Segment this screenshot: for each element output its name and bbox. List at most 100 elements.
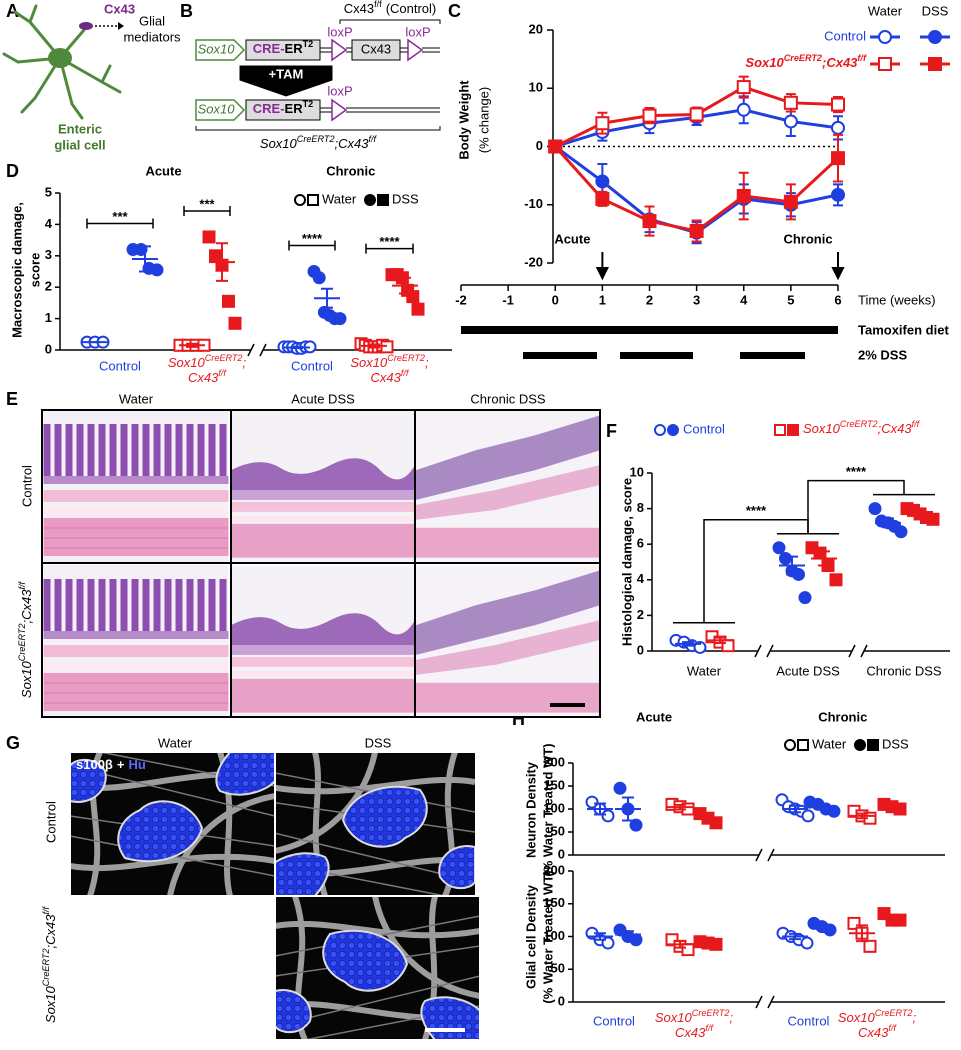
significance-bracket [807,479,905,534]
construct-diagram-part [320,107,332,113]
panel-label: A [6,1,19,21]
data-point [783,95,798,110]
significance-bracket [288,240,336,251]
construct-diagram-part [195,99,246,121]
significance-label: **** [379,234,400,249]
data-point [831,151,845,166]
column-label: Acute DSS [291,391,355,406]
timeline-label: Tamoxifen diet [858,322,949,337]
error-bar [702,813,714,823]
error-bar [186,342,198,348]
control-construct-label: Cx43f/f (Control) [344,0,437,16]
y-tick-label: 50 [551,823,565,838]
construct-diagram-part [331,98,348,122]
genotype-label: Sox10CreERT2; [350,353,429,370]
legend-marker [364,194,376,206]
genotype-base: Sox10 [655,1010,693,1025]
error-bar [789,932,801,941]
data-point [406,290,420,304]
error-bar [856,924,868,943]
y-tick-label: 200 [543,862,565,877]
genotype-sep: ; [43,944,58,948]
data-point [642,214,657,229]
data-point [847,916,861,930]
construct-diagram-part [245,39,321,61]
x-category-label: Control [788,1013,830,1028]
y-axis-title: Neuron Density [523,761,538,858]
data-point [831,97,845,112]
legend-marker [787,424,799,436]
data-point [629,933,643,947]
legend-marker [797,739,809,751]
cell-label: Enteric [58,121,102,136]
construct-diagram-part [320,47,332,53]
stain-a: s100β [76,757,113,772]
genotype-base: Sox10 [168,355,206,370]
legend-marker [654,424,666,436]
histology-images-part [44,565,229,717]
data-point [595,174,610,189]
genotype-label: Cx43f/f [188,368,227,385]
error-bar [674,940,686,949]
row-label: Control [43,801,58,843]
data-point [629,818,643,832]
genotype-sup: f/f [218,368,227,378]
timeline-bars-part [461,326,838,334]
genotype-base: Sox10 [803,421,841,436]
x-tick-label: 4 [740,292,748,307]
genotype-gene: Cx43 [858,1025,889,1040]
significance-bracket [365,243,414,254]
column-label: Water [158,735,193,750]
genotype-sup: f/f [705,1023,714,1033]
legend-column: Water [868,3,903,18]
significance-label: *** [112,209,128,224]
error-bar [786,555,798,576]
panel-title: Acute [636,709,672,724]
genotype-sep: ; [335,136,339,151]
data-point [601,809,615,823]
significance-bracket [183,205,231,216]
y-tick-label: 5 [45,184,52,199]
y-axis-title: Macroscopic damage, [9,202,24,338]
error-bar [216,242,228,282]
error-bar [914,512,926,520]
genotype-sep: ; [19,619,34,623]
data-point [893,913,907,927]
genotype-sup: CreERT2 [205,353,243,363]
construct-diagram [195,19,441,131]
data-point [772,541,786,555]
x-tick-label: 2 [646,292,653,307]
genotype-label: Sox10CreERT2; [838,1008,917,1025]
significance-label: **** [302,231,323,246]
genotype-label: Cx43f/f [371,368,410,385]
annotation-arrow [831,252,845,281]
genotype-base: Sox10 [19,660,34,698]
data-point [202,230,216,244]
legend-marker [928,30,942,44]
legend-marker [854,739,866,751]
y-tick-label: 0 [536,138,543,153]
y-tick-label: 2 [637,607,644,622]
genotype-gene: Cx43 [188,370,219,385]
data-point [926,512,940,526]
histology-images-part [416,410,600,562]
x-category-label: Control [99,358,141,373]
data-point [411,302,425,316]
x-category-label: Water [687,663,722,678]
error-bar [399,276,411,295]
data-point [863,939,877,953]
y-tick-label: 0 [637,642,644,657]
genotype-label: Sox10CreERT2;Cx43f/f [260,134,378,151]
er-sup: T2 [303,99,314,109]
construct-diagram-part [331,38,348,62]
construct-diagram-part [346,107,440,113]
y-tick-label: 150 [543,895,565,910]
construct-diagram-part [339,19,441,24]
legend-row: Control [824,28,866,43]
promoter-label: Sox10 [198,101,236,116]
construct-diagram-part [407,38,424,62]
error-bar [291,345,303,350]
genotype-label: Sox10CreERT2;Cx43f/f [803,419,921,436]
